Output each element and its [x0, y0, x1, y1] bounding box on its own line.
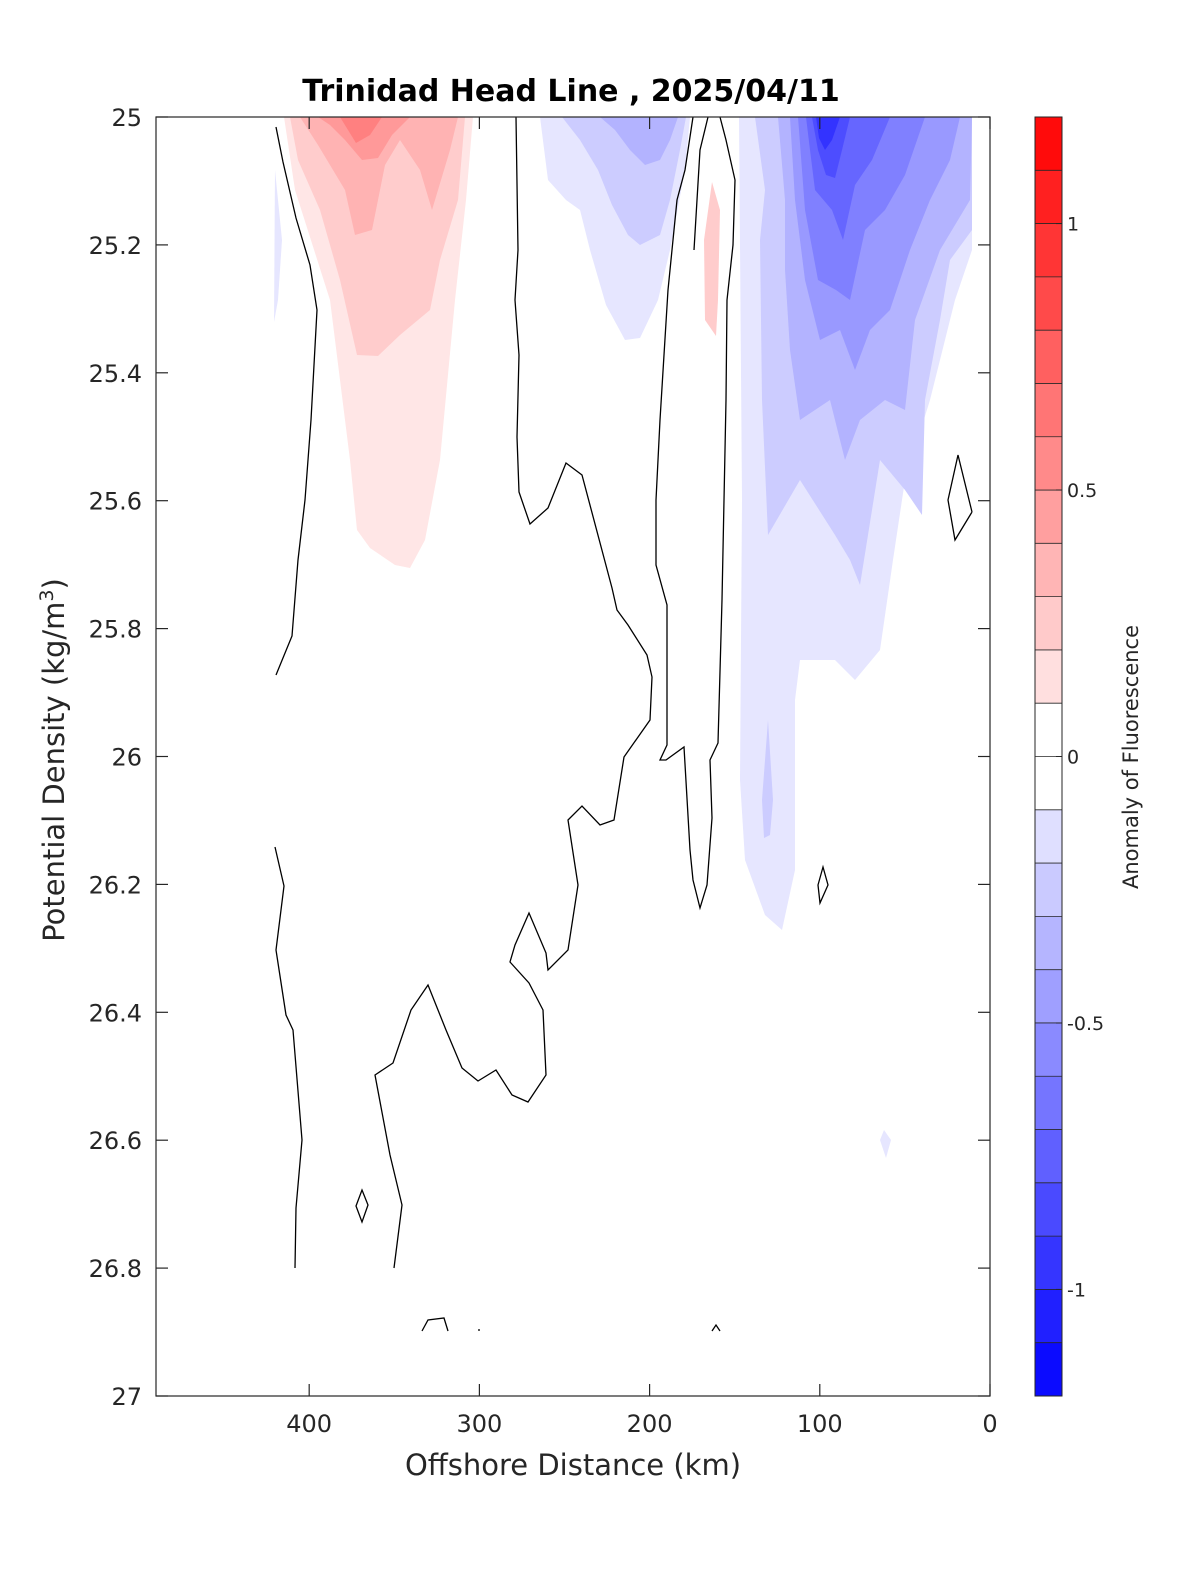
- colorbar-segment: [1035, 223, 1062, 277]
- colorbar-segment: [1035, 276, 1062, 331]
- positive-anomaly-level-5: [340, 117, 382, 143]
- negative-anomaly-small-left: [274, 170, 282, 322]
- zero-contour: [947, 454, 973, 542]
- colorbar-segment: [1035, 330, 1062, 384]
- x-tick-label: 0: [982, 1410, 997, 1438]
- y-tick-label: 26.6: [89, 1127, 142, 1155]
- colorbar-ticks: 1 0.5 0 -0.5 -1: [1056, 214, 1104, 1301]
- y-axis: 25 25.2 25.4 25.6 25.8 26 26.2 26.4 26.6 26.8 27: [89, 104, 990, 1411]
- colorbar-segment: [1035, 543, 1062, 597]
- colorbar: [1035, 116, 1062, 1396]
- colorbar-segment: [1035, 649, 1062, 704]
- colorbar-segment: [1035, 1129, 1062, 1183]
- colorbar-tick-label: -0.5: [1067, 1013, 1104, 1035]
- y-axis-label-superscript: 3: [36, 589, 58, 601]
- zero-contour: [355, 1188, 369, 1224]
- contour-fills: [274, 117, 972, 1158]
- colorbar-label: Anomaly of Fluorescence: [1119, 625, 1143, 889]
- zero-contour: [817, 864, 829, 906]
- negative-anomaly-small-deep: [880, 1130, 891, 1158]
- colorbar-segment: [1035, 916, 1062, 970]
- colorbar-segment: [1035, 756, 1062, 810]
- x-axis-label: Offshore Distance (km): [405, 1448, 741, 1482]
- colorbar-segment: [1035, 490, 1062, 544]
- y-tick-label: 27: [111, 1383, 142, 1411]
- zero-contour: [655, 116, 736, 911]
- zero-contour: [421, 1317, 449, 1332]
- zero-contour: [693, 116, 709, 251]
- zero-contour: [274, 846, 303, 1269]
- y-tick-label: 26.4: [89, 999, 142, 1027]
- y-tick-label: 25.4: [89, 360, 142, 388]
- colorbar-segment: [1035, 436, 1062, 491]
- y-tick-label: 26.8: [89, 1255, 142, 1283]
- negative-anomaly-deep-spike: [762, 720, 773, 838]
- y-axis-label-suffix: ): [37, 578, 71, 589]
- positive-anomaly-small: [704, 182, 720, 336]
- negative-anomaly-main-level-8: [816, 117, 840, 150]
- colorbar-tick-label: 0.5: [1067, 480, 1097, 502]
- colorbar-segment: [1035, 1342, 1062, 1396]
- colorbar-tick-label: 0: [1067, 747, 1079, 769]
- colorbar-segment: [1035, 703, 1062, 757]
- y-tick-label: 26.2: [89, 871, 142, 899]
- colorbar-segment: [1035, 1236, 1062, 1290]
- zero-contour: [711, 1323, 721, 1332]
- y-tick-label: 25.2: [89, 232, 142, 260]
- colorbar-segment: [1035, 969, 1062, 1023]
- x-tick-label: 400: [286, 1410, 332, 1438]
- y-tick-label: 25.8: [89, 616, 142, 644]
- positive-anomaly-level-3: [300, 117, 458, 235]
- zero-contour-lines: [274, 116, 973, 1332]
- x-axis: 400 300 200 100 0: [286, 117, 998, 1438]
- colorbar-segment: [1035, 596, 1062, 650]
- colorbar-segment: [1035, 863, 1062, 917]
- colorbar-tick-label: -1: [1067, 1279, 1086, 1301]
- negative-anomaly-mid-level-3: [600, 117, 678, 165]
- x-tick-label: 200: [627, 1410, 673, 1438]
- y-axis-label: Potential Density (kg/m3): [36, 578, 71, 942]
- colorbar-segment: [1035, 383, 1062, 437]
- colorbar-tick-label: 1: [1067, 214, 1079, 236]
- x-tick-label: 100: [797, 1410, 843, 1438]
- y-tick-label: 25: [111, 104, 142, 132]
- zero-contour: [275, 126, 318, 676]
- positive-anomaly-level-4: [318, 117, 410, 160]
- y-axis-label-main: Potential Density (kg/m: [37, 602, 71, 942]
- chart-title: Trinidad Head Line , 2025/04/11: [302, 74, 839, 109]
- zero-contour: [374, 116, 653, 1269]
- positive-anomaly-level-2: [290, 117, 465, 356]
- colorbar-segment: [1035, 1076, 1062, 1130]
- colorbar-segment: [1035, 809, 1062, 864]
- colorbar-segment: [1035, 1022, 1062, 1077]
- colorbar-segment: [1035, 1182, 1062, 1237]
- y-tick-label: 25.6: [89, 488, 142, 516]
- colorbar-segment: [1035, 170, 1062, 224]
- colorbar-segment: [1035, 1289, 1062, 1343]
- x-tick-label: 300: [456, 1410, 502, 1438]
- colorbar-segment: [1035, 117, 1062, 171]
- y-tick-label: 26: [111, 744, 142, 772]
